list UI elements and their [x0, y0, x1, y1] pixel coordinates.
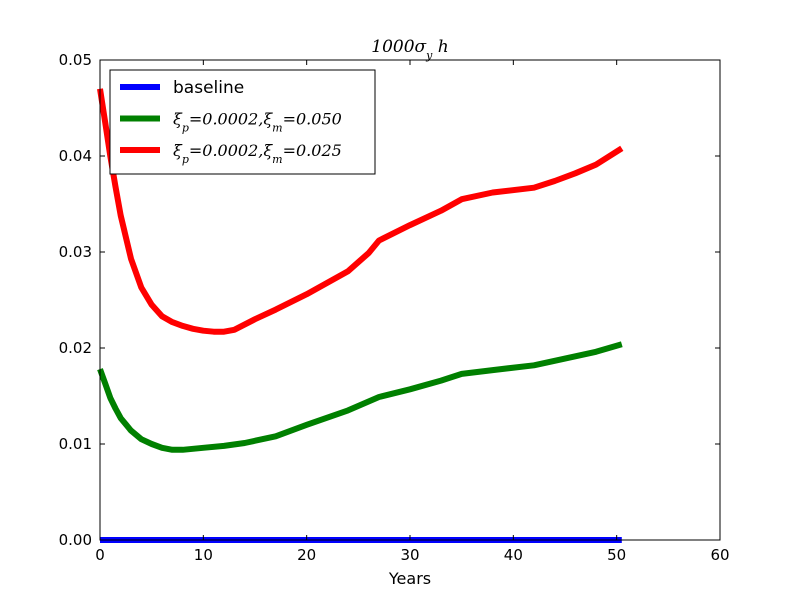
x-tick-label: 30 [400, 546, 419, 564]
x-tick-label: 10 [194, 546, 213, 564]
ticks-layer: 0 10 20 30 40 50 60 0.00 0.01 0.02 0.03 0.04 0.05 [59, 51, 730, 564]
chart-title: 1000σy h [371, 37, 448, 62]
y-tick-label: 0.00 [59, 531, 92, 549]
y-tick-label: 0.02 [59, 339, 92, 357]
x-tick-label: 40 [504, 546, 523, 564]
y-tick-label: 0.04 [59, 147, 92, 165]
series-line-1 [97, 341, 623, 453]
x-tick-label: 20 [297, 546, 316, 564]
legend: baseline ξp=0.0002,ξm=0.050 ξp=0.0002,ξm=0… [109, 69, 376, 175]
x-tick-label: 50 [607, 546, 626, 564]
x-tick-label: 60 [710, 546, 729, 564]
y-tick-label: 0.01 [59, 435, 92, 453]
legend-label: ξp=0.0002,ξm=0.025 [173, 141, 342, 166]
x-tick-label: 0 [95, 546, 105, 564]
y-tick-label: 0.05 [59, 51, 92, 69]
series-line-2 [97, 88, 624, 335]
y-tick-label: 0.03 [59, 243, 92, 261]
x-axis-title: Years [388, 569, 431, 588]
legend-label: baseline [173, 78, 244, 98]
legend-label: ξp=0.0002,ξm=0.050 [173, 110, 342, 135]
